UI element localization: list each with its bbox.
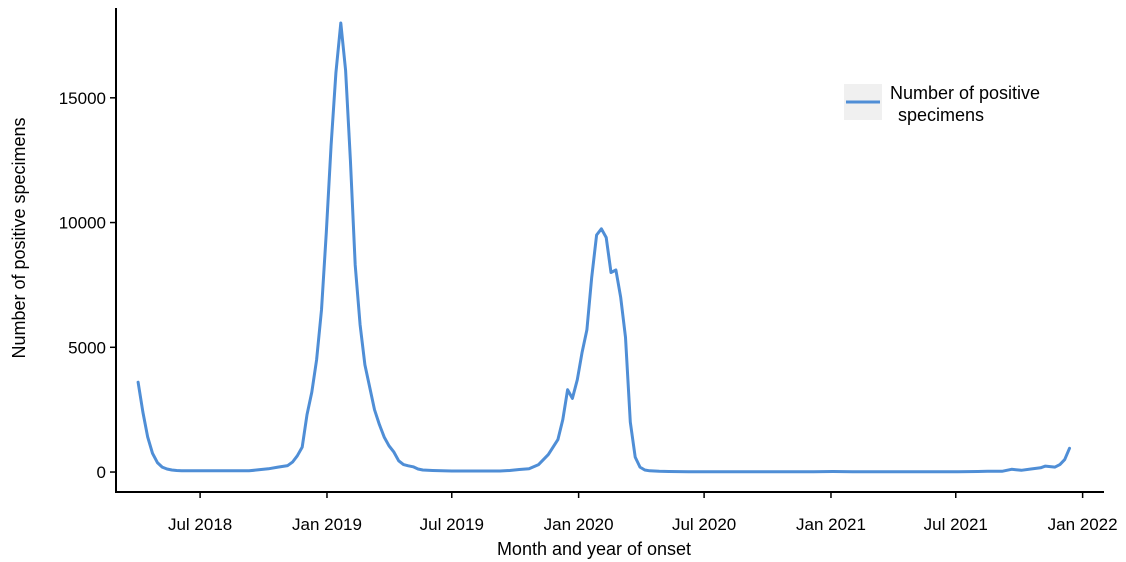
x-tick-label: Jan 2022 — [1048, 515, 1118, 534]
x-axis-title: Month and year of onset — [497, 539, 691, 559]
y-tick-label: 15000 — [59, 89, 106, 108]
legend-label: Number of positive specimens — [890, 83, 1040, 125]
series-line-positive-specimens — [136, 21, 1071, 474]
y-tick-label: 0 — [97, 463, 106, 482]
x-tick-label: Jul 2021 — [924, 515, 988, 534]
x-axis-ticks: Jul 2018 Jan 2019 Jul 2019 Jan 2020 Jul 2020… — [168, 492, 1118, 534]
legend: Number of positive specimens — [844, 83, 1040, 125]
x-tick-label: Jul 2018 — [168, 515, 232, 534]
x-tick-label: Jan 2019 — [292, 515, 362, 534]
y-axis-title: Number of positive specimens — [9, 117, 29, 358]
y-tick-label: 10000 — [59, 214, 106, 233]
x-tick-label: Jul 2020 — [672, 515, 736, 534]
x-tick-label: Jan 2021 — [796, 515, 866, 534]
x-tick-label: Jul 2019 — [420, 515, 484, 534]
y-axis-ticks: 0 5000 10000 15000 — [59, 89, 116, 482]
plot-area — [136, 21, 1071, 474]
y-tick-label: 5000 — [68, 338, 106, 357]
x-tick-label: Jan 2020 — [544, 515, 614, 534]
